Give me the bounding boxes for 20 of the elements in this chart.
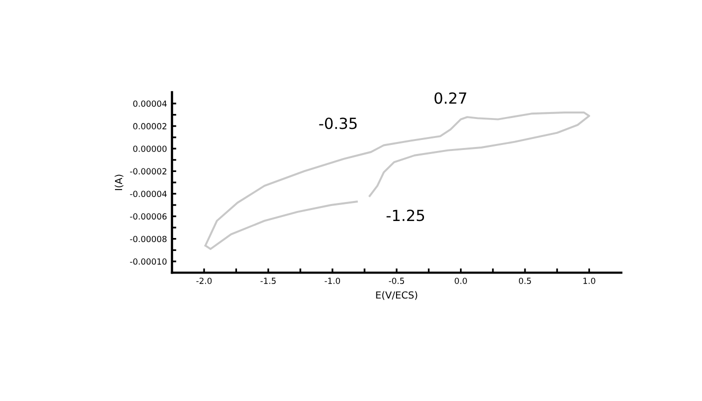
x-tick-label: -1.0	[324, 278, 340, 284]
y-tick-label: -0.00006	[130, 213, 167, 220]
x-tick-label: -2.0	[196, 278, 212, 284]
y-tick-label: 0.00002	[133, 123, 166, 130]
x-tick-label: -0.5	[388, 278, 404, 284]
annotation: 0.27	[434, 92, 466, 104]
y-tick-label: -0.00010	[130, 258, 167, 265]
x-tick-label: 1.0	[583, 278, 596, 284]
y-tick-label: -0.00004	[130, 190, 167, 198]
x-axis-title: E(V/ECS)	[376, 291, 418, 300]
x-tick-label: 0.5	[518, 278, 531, 284]
annotation: -1.25	[386, 210, 424, 222]
y-tick-label: 0.00000	[133, 146, 167, 152]
x-tick-label: -1.5	[260, 278, 276, 284]
y-tick-label: -0.00002	[130, 168, 166, 174]
y-tick-label: -0.00008	[130, 236, 167, 242]
x-tick-label: 0.0	[454, 278, 467, 284]
y-axis-title: I(A)	[114, 174, 124, 190]
y-tick-label: 0.00004	[133, 100, 167, 107]
annotation: -0.35	[319, 118, 357, 130]
